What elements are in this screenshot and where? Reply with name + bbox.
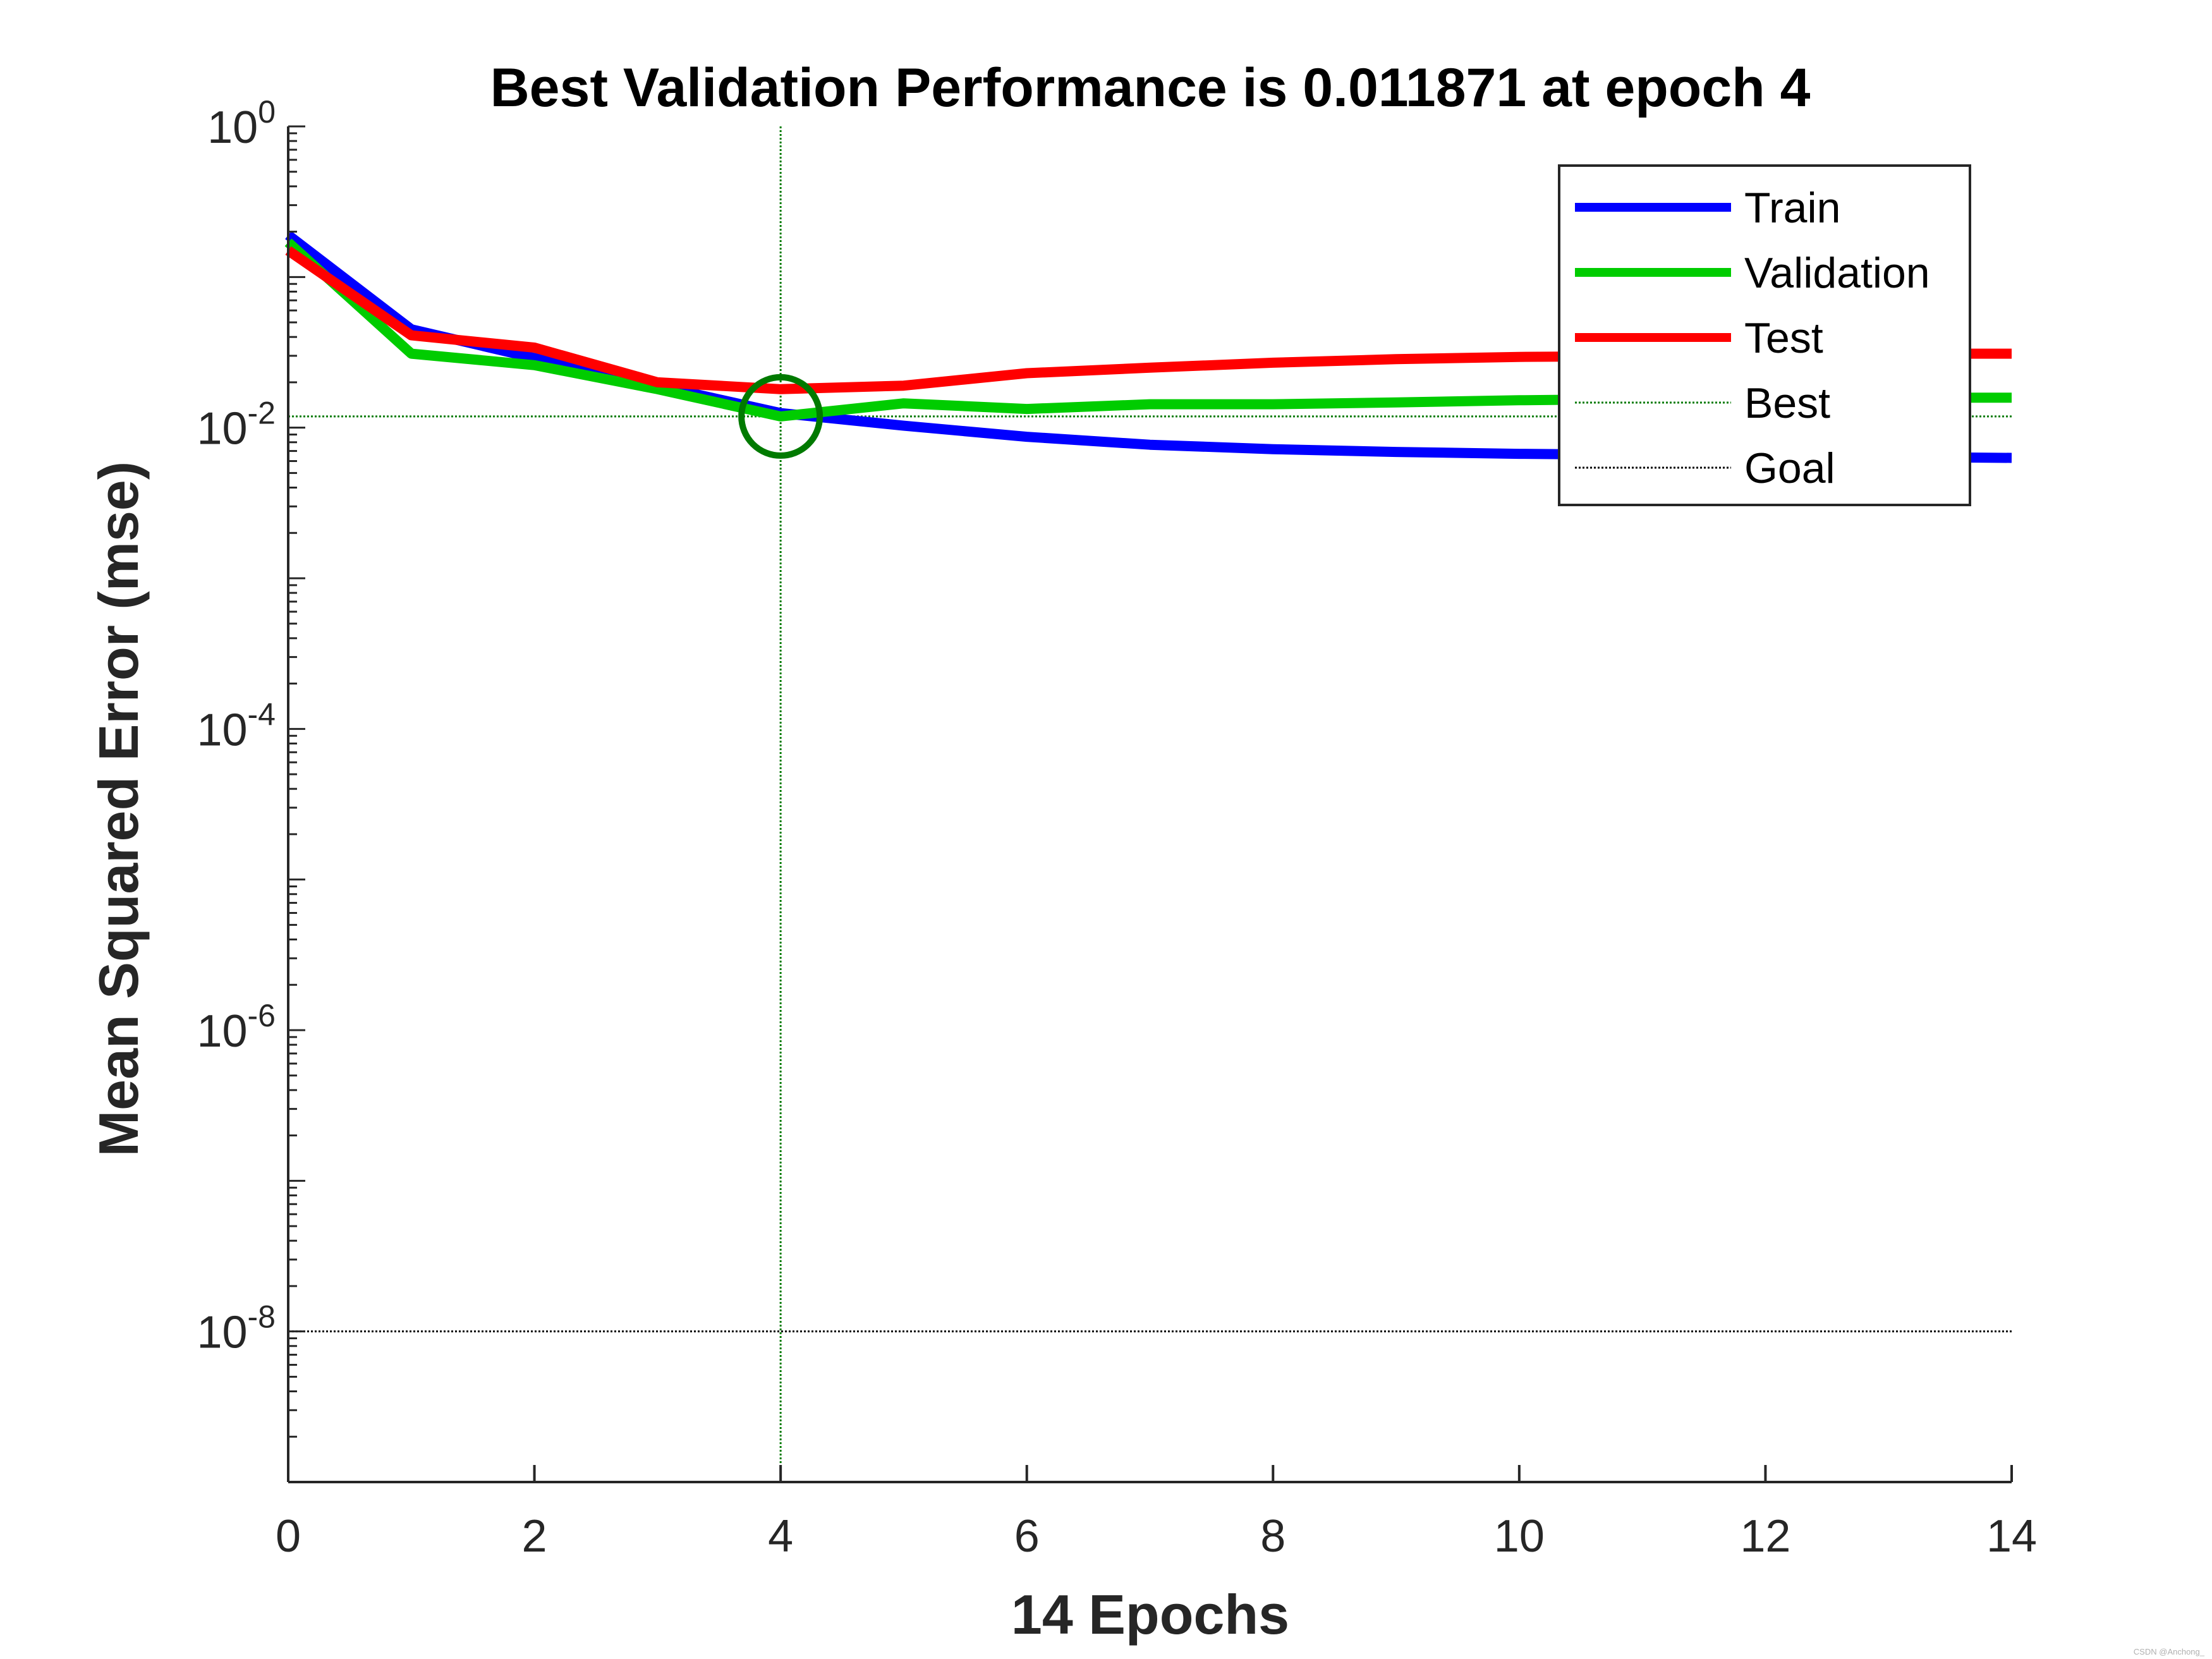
x-tick-label: 0 bbox=[276, 1511, 301, 1562]
legend-label-validation: Validation bbox=[1744, 249, 1930, 297]
y-tick-label: 10-6 bbox=[197, 998, 276, 1057]
legend-label-test: Test bbox=[1744, 314, 1823, 362]
best-marker bbox=[738, 374, 823, 459]
tick-labels: 0 2 4 6 8 10 12 14 100 10-2 10-4 10-6 10-8 bbox=[197, 94, 2037, 1562]
y-tick-label: 10-8 bbox=[197, 1299, 276, 1358]
y-tick-label: 10-2 bbox=[197, 396, 276, 454]
legend-label-train: Train bbox=[1744, 184, 1840, 232]
axes bbox=[287, 125, 2013, 1483]
y-tick-label: 10-4 bbox=[197, 696, 276, 755]
legend-label-best: Best bbox=[1744, 379, 1830, 427]
x-tick-label: 14 bbox=[1986, 1511, 2037, 1562]
x-axis-label: 14 Epochs bbox=[1011, 1583, 1289, 1646]
x-tick-label: 4 bbox=[768, 1511, 793, 1562]
x-tick-label: 6 bbox=[1014, 1511, 1040, 1562]
x-tick-label: 10 bbox=[1494, 1511, 1545, 1562]
reference-lines bbox=[288, 126, 2012, 1482]
x-tick-label: 12 bbox=[1740, 1511, 1790, 1562]
chart-title: Best Validation Performance is 0.011871 … bbox=[490, 58, 1811, 118]
legend-label-goal: Goal bbox=[1744, 444, 1835, 492]
y-axis-label: Mean Squared Error (mse) bbox=[87, 461, 150, 1157]
x-tick-label: 8 bbox=[1260, 1511, 1285, 1562]
watermark: CSDN @Anchong_ bbox=[2134, 1647, 2205, 1656]
y-tick-label: 100 bbox=[207, 94, 276, 153]
legend: Train Validation Test Best Goal bbox=[1558, 164, 1971, 506]
x-tick-label: 2 bbox=[522, 1511, 547, 1562]
